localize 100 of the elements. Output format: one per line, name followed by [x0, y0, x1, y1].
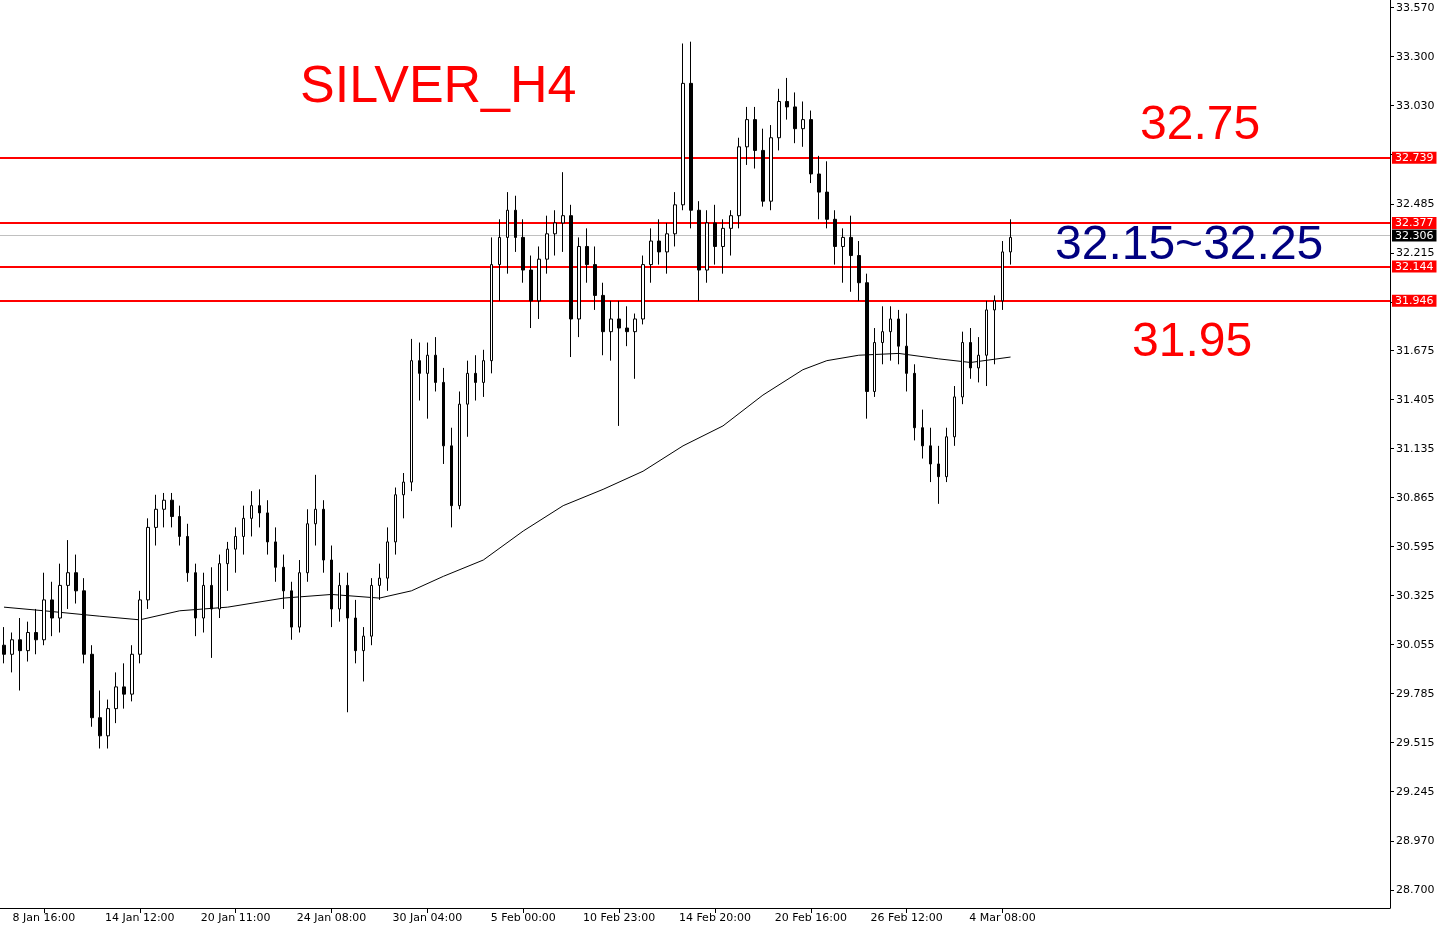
candlestick [713, 204, 717, 266]
candlestick [825, 160, 829, 229]
x-tick-label: 20 Jan 11:00 [200, 911, 271, 924]
x-tick-label: 10 Feb 23:00 [583, 911, 656, 924]
candlestick [633, 313, 637, 380]
candlestick [809, 110, 813, 184]
candlestick [753, 106, 757, 170]
candlestick [1009, 218, 1012, 266]
candlestick [2, 626, 6, 664]
candlestick [482, 349, 485, 398]
candlestick [74, 554, 78, 605]
candlestick [234, 526, 237, 574]
y-tick-label: 28.970 [1396, 834, 1435, 848]
ref-line-label: 31.946 [1395, 294, 1434, 308]
x-tick-label: 8 Jan 16:00 [12, 911, 76, 924]
candlestick [154, 494, 158, 547]
candlestick [601, 282, 605, 356]
candlestick [841, 227, 845, 284]
candlestick [66, 539, 70, 610]
y-tick-label: 29.515 [1396, 735, 1435, 749]
candlestick [226, 541, 229, 592]
candlestick [90, 644, 94, 728]
candlestick [681, 43, 685, 211]
candlestick [569, 204, 573, 358]
x-tick-label: 14 Jan 12:00 [104, 911, 175, 924]
candlestick [673, 191, 677, 247]
candlestick [577, 236, 581, 338]
candlestick [529, 255, 533, 329]
candlestick [1001, 240, 1004, 311]
candlestick [322, 499, 325, 574]
candlestick [354, 599, 357, 664]
candlestick [402, 472, 405, 519]
candlestick [553, 209, 557, 257]
candlestick [737, 137, 741, 229]
candlestick [450, 427, 453, 528]
candlestick [250, 490, 253, 537]
candlestick [921, 409, 924, 460]
candlestick [170, 492, 174, 528]
candlestick [490, 236, 493, 374]
y-tick-label: 33.570 [1396, 0, 1435, 14]
candlestick [98, 690, 102, 750]
candlestick [258, 488, 261, 528]
x-tick-label: 14 Feb 20:00 [678, 911, 752, 924]
candlestick [649, 227, 653, 284]
ref-line-label: 32.739 [1395, 151, 1434, 165]
y-tick-label: 28.700 [1396, 883, 1435, 897]
candlestick [410, 338, 413, 492]
y-tick-label: 32.215 [1396, 246, 1435, 260]
candlestick [729, 209, 733, 257]
y-tick-label: 31.405 [1396, 393, 1435, 407]
candlestick [521, 218, 525, 284]
y-tick-label: 30.595 [1396, 539, 1435, 553]
candlestick [242, 505, 245, 556]
candlestick [801, 100, 805, 148]
candlestick [162, 492, 166, 528]
x-tick-label: 20 Feb 16:00 [774, 911, 847, 924]
candlestick [434, 336, 437, 392]
candlestick [537, 245, 541, 320]
candlestick [793, 91, 797, 144]
candlestick [857, 240, 861, 302]
candlestick [106, 699, 110, 750]
candlestick [178, 505, 181, 547]
candlestick [721, 218, 725, 275]
candlestick [937, 445, 940, 505]
candlestick [514, 195, 517, 253]
candlestick [506, 191, 509, 275]
y-tick-label: 32.485 [1396, 197, 1435, 211]
candlestick [274, 526, 277, 583]
candlestick [466, 360, 469, 438]
ref-line-label: 32.377 [1395, 216, 1434, 230]
candlestick [266, 499, 269, 556]
x-tick-label: 24 Jan 08:00 [296, 911, 367, 924]
x-tick-label: 26 Feb 12:00 [870, 911, 943, 924]
candlestick [26, 621, 30, 663]
y-tick-label: 29.245 [1396, 784, 1435, 798]
ref-line-label: 32.144 [1395, 259, 1434, 273]
candlestick [609, 300, 613, 362]
candlestick [777, 88, 781, 151]
candlestick [785, 77, 789, 121]
candlestick [697, 200, 701, 302]
candlestick [929, 427, 932, 483]
candlestick [362, 626, 365, 682]
annotation: 32.15~32.25 [1055, 215, 1324, 269]
candlestick [122, 662, 126, 710]
candlestick [689, 41, 693, 229]
candlestick [745, 106, 749, 166]
candlestick [314, 474, 317, 547]
x-tick-label: 30 Jan 04:00 [392, 911, 463, 924]
candlestick [394, 487, 397, 556]
candlestick [282, 554, 285, 610]
candlestick [561, 171, 565, 253]
candlestick [386, 526, 389, 592]
candlestick [18, 617, 22, 692]
candlestick [593, 245, 597, 311]
y-tick-label: 33.300 [1396, 49, 1435, 63]
candlestick [114, 671, 118, 724]
candlestick [953, 385, 956, 447]
candlestick [418, 342, 421, 402]
candlestick [617, 300, 621, 427]
candlestick [378, 563, 381, 601]
